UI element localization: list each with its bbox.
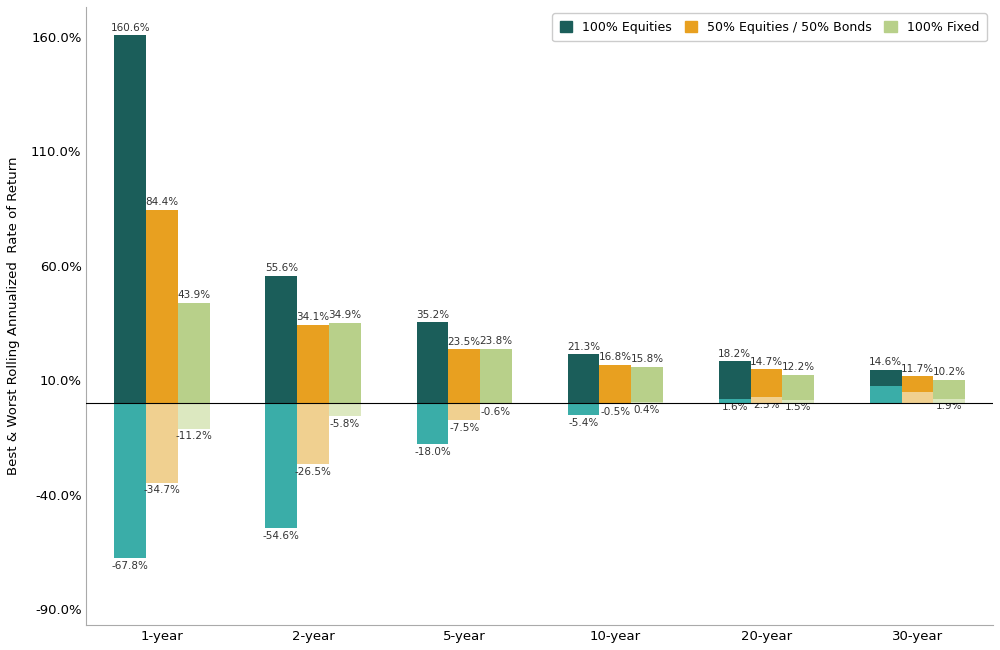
Text: 160.6%: 160.6% bbox=[110, 23, 150, 32]
Bar bbox=[782, 375, 814, 403]
Bar bbox=[933, 398, 965, 403]
Bar bbox=[719, 399, 751, 403]
Text: 12.2%: 12.2% bbox=[782, 363, 815, 372]
Text: -54.6%: -54.6% bbox=[263, 531, 300, 541]
Text: 1.5%: 1.5% bbox=[785, 402, 811, 412]
Bar bbox=[719, 361, 751, 403]
Text: -5.8%: -5.8% bbox=[330, 419, 360, 429]
Bar bbox=[631, 367, 663, 403]
Text: 7.5%: 7.5% bbox=[873, 389, 899, 398]
Text: 34.9%: 34.9% bbox=[328, 311, 361, 320]
Bar bbox=[902, 392, 933, 403]
Bar bbox=[751, 369, 782, 403]
Text: -34.7%: -34.7% bbox=[144, 486, 180, 495]
Bar bbox=[114, 35, 146, 403]
Text: 0.4%: 0.4% bbox=[634, 405, 660, 415]
Text: 18.2%: 18.2% bbox=[718, 348, 751, 359]
Text: 55.6%: 55.6% bbox=[265, 263, 298, 273]
Bar bbox=[146, 210, 178, 403]
Bar bbox=[599, 403, 631, 404]
Bar bbox=[480, 403, 512, 404]
Text: 5.0%: 5.0% bbox=[904, 395, 931, 404]
Text: -11.2%: -11.2% bbox=[175, 432, 212, 441]
Text: 1.6%: 1.6% bbox=[721, 402, 748, 412]
Bar bbox=[178, 302, 210, 403]
Bar bbox=[870, 370, 902, 403]
Text: 16.8%: 16.8% bbox=[599, 352, 632, 362]
Bar bbox=[265, 276, 297, 403]
Bar bbox=[297, 403, 329, 463]
Text: -26.5%: -26.5% bbox=[295, 467, 332, 476]
Text: 11.7%: 11.7% bbox=[901, 363, 934, 374]
Text: 14.7%: 14.7% bbox=[750, 357, 783, 367]
Bar bbox=[329, 403, 361, 417]
Bar bbox=[417, 322, 448, 403]
Bar bbox=[933, 380, 965, 403]
Bar bbox=[568, 403, 599, 415]
Bar bbox=[870, 386, 902, 403]
Text: -0.6%: -0.6% bbox=[481, 407, 511, 417]
Text: 34.1%: 34.1% bbox=[297, 312, 330, 322]
Bar bbox=[480, 348, 512, 403]
Bar bbox=[751, 397, 782, 403]
Bar bbox=[599, 365, 631, 403]
Bar bbox=[448, 403, 480, 421]
Bar bbox=[417, 403, 448, 445]
Bar bbox=[297, 325, 329, 403]
Text: -5.4%: -5.4% bbox=[568, 418, 599, 428]
Bar bbox=[265, 403, 297, 528]
Bar bbox=[902, 376, 933, 403]
Bar bbox=[146, 403, 178, 482]
Text: -18.0%: -18.0% bbox=[414, 447, 451, 457]
Text: -67.8%: -67.8% bbox=[112, 561, 149, 571]
Legend: 100% Equities, 50% Equities / 50% Bonds, 100% Fixed: 100% Equities, 50% Equities / 50% Bonds,… bbox=[552, 13, 987, 41]
Text: 15.8%: 15.8% bbox=[630, 354, 664, 364]
Text: 43.9%: 43.9% bbox=[177, 290, 210, 300]
Bar bbox=[568, 354, 599, 403]
Text: 1.9%: 1.9% bbox=[936, 402, 962, 411]
Bar bbox=[631, 402, 663, 403]
Text: 84.4%: 84.4% bbox=[145, 197, 179, 207]
Text: 23.5%: 23.5% bbox=[448, 337, 481, 346]
Bar bbox=[178, 403, 210, 429]
Bar bbox=[448, 349, 480, 403]
Text: 10.2%: 10.2% bbox=[933, 367, 966, 377]
Y-axis label: Best & Worst Rolling Annualized  Rate of Return: Best & Worst Rolling Annualized Rate of … bbox=[7, 157, 20, 475]
Text: 23.8%: 23.8% bbox=[479, 336, 512, 346]
Bar bbox=[114, 403, 146, 558]
Text: 14.6%: 14.6% bbox=[869, 357, 902, 367]
Text: -7.5%: -7.5% bbox=[449, 423, 479, 433]
Bar bbox=[329, 323, 361, 403]
Bar bbox=[782, 400, 814, 403]
Text: 2.5%: 2.5% bbox=[753, 400, 780, 410]
Text: 21.3%: 21.3% bbox=[567, 341, 600, 352]
Text: 35.2%: 35.2% bbox=[416, 310, 449, 320]
Text: -0.5%: -0.5% bbox=[600, 407, 630, 417]
